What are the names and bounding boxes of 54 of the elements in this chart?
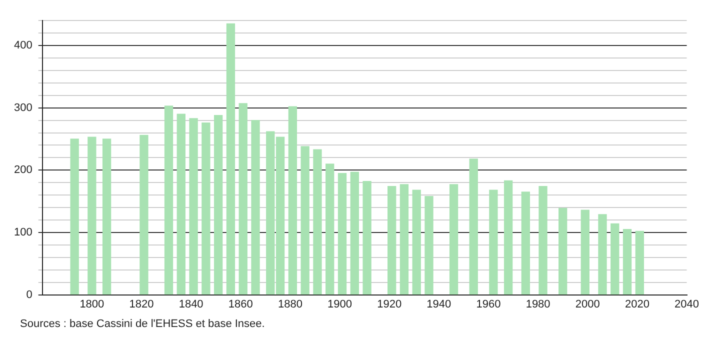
bar [214, 114, 223, 295]
x-tick-label: 1800 [80, 298, 104, 310]
bar [469, 158, 478, 295]
bar [449, 184, 458, 295]
bar [489, 190, 498, 295]
x-tick-label: 2000 [575, 298, 600, 310]
bar [362, 181, 372, 295]
x-tick-label: 1900 [328, 298, 352, 310]
bar [140, 134, 148, 295]
x-tick-label: 1820 [129, 298, 154, 310]
bar [400, 184, 409, 295]
bar [251, 120, 260, 295]
bar [189, 118, 198, 295]
x-tick-label: 1920 [377, 298, 402, 310]
y-tick-label: 200 [14, 164, 32, 176]
y-tick-label: 0 [26, 288, 32, 301]
bar [350, 172, 359, 295]
bar [88, 136, 96, 295]
bar [580, 210, 590, 295]
bar [622, 229, 632, 295]
bar [300, 146, 310, 295]
x-tick-label: 1940 [426, 298, 452, 310]
bar [412, 190, 421, 295]
bar [288, 106, 298, 295]
bar [504, 180, 513, 295]
bar [176, 114, 186, 295]
x-tick-label: 1880 [278, 298, 302, 310]
bar [164, 106, 174, 295]
x-tick-label: 1980 [526, 298, 550, 310]
bar [313, 149, 322, 295]
x-tick-label: 1840 [178, 298, 204, 310]
bar [387, 186, 396, 295]
bar [70, 138, 79, 295]
y-tick-label: 400 [14, 40, 32, 52]
bar [635, 230, 644, 295]
bar [558, 208, 568, 295]
x-tick-label: 1860 [228, 298, 253, 310]
bar [226, 23, 236, 295]
y-tick-label: 100 [14, 226, 32, 239]
bar [424, 196, 434, 295]
bar [538, 186, 548, 295]
x-tick-label: 1960 [476, 298, 501, 310]
source-note: Sources : base Cassini de l'EHESS et base Insee. [20, 318, 266, 330]
bar [598, 214, 607, 295]
x-tick-label: 2020 [624, 298, 650, 310]
bar [202, 122, 210, 295]
bar [338, 172, 347, 295]
y-tick-label: 300 [14, 102, 32, 114]
x-tick-label: 2040 [674, 298, 700, 310]
bar [326, 164, 334, 295]
bar [610, 223, 620, 295]
bar [238, 103, 248, 295]
bar [102, 138, 112, 295]
bar [521, 192, 530, 295]
